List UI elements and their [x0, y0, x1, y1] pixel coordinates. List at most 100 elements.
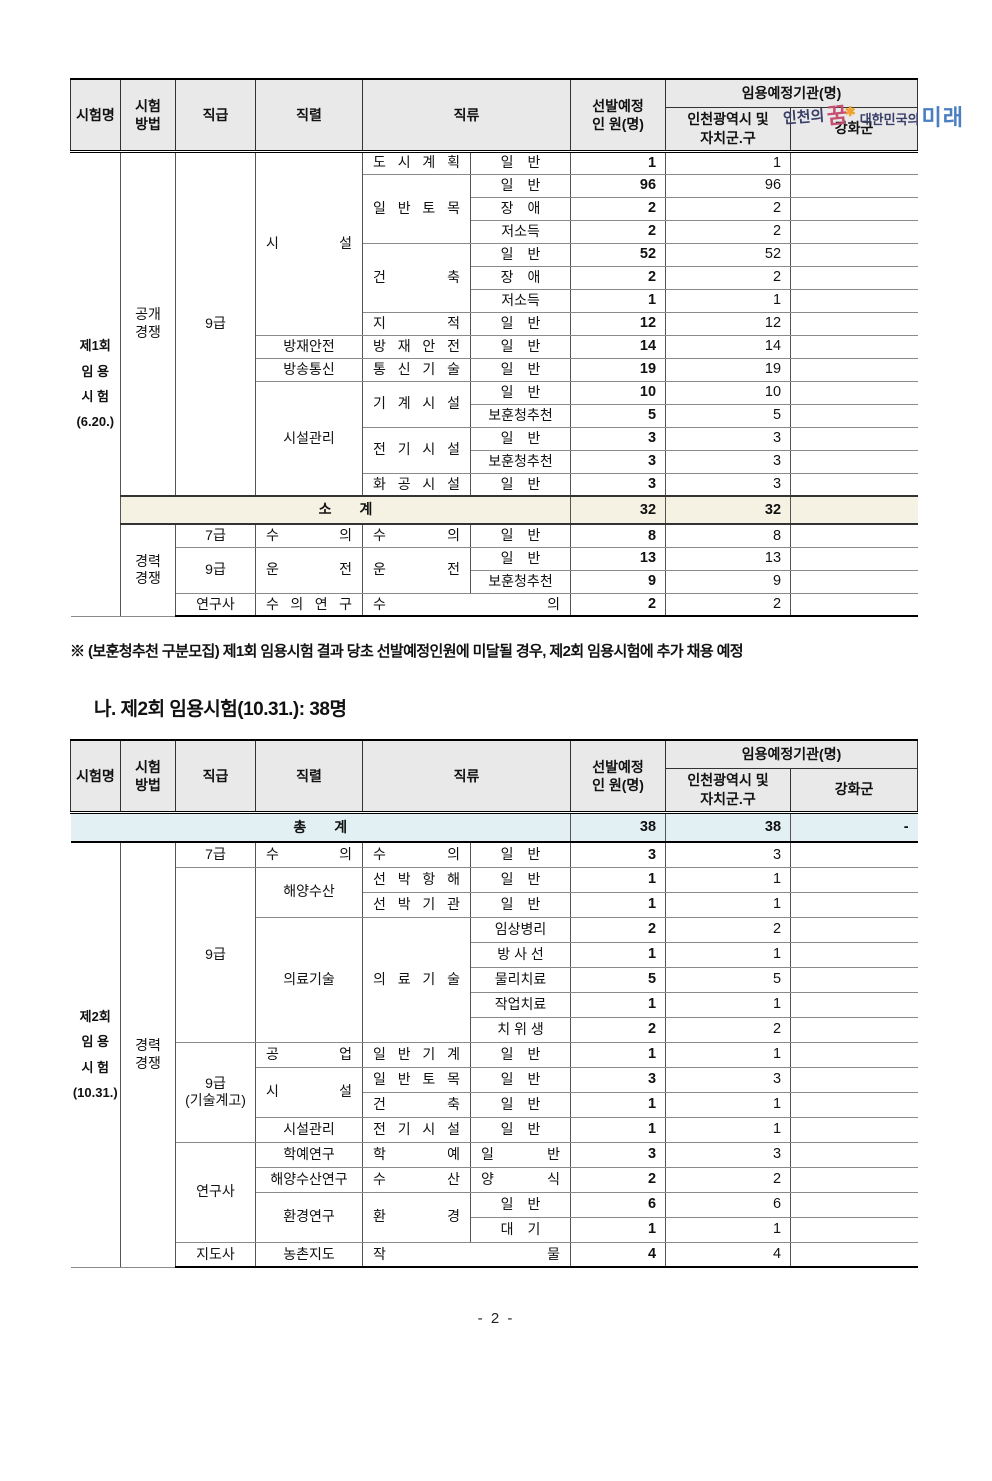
agency-count-cell: 19 — [665, 357, 792, 382]
label-cell: 시설관리 — [255, 380, 363, 497]
planned-count-cell: 5 — [570, 966, 667, 993]
agency-count-cell: 1 — [665, 1041, 792, 1068]
agency-count-cell — [790, 1216, 918, 1243]
header-incheon: 인천광역시 및 자치군.구 — [665, 767, 792, 814]
recruitment-note: ※ (보훈청추천 구분모집) 제1회 임용시험 결과 당초 선발예정인원에 미달… — [70, 643, 744, 660]
header-ganghwa: 강화군 — [790, 106, 919, 153]
planned-count-cell: 2 — [570, 219, 667, 244]
logo-text-future: 미래 — [921, 105, 964, 130]
agency-count-cell — [790, 866, 918, 893]
logo-text-korea: 대한민국의 — [859, 112, 920, 127]
agency-count-cell — [790, 916, 918, 943]
agency-count-cell — [790, 472, 918, 497]
label-cell: 일 반 — [469, 1041, 572, 1068]
agency-count-cell — [790, 841, 918, 868]
label-cell: 7급 — [175, 523, 256, 548]
planned-count-cell: 96 — [570, 173, 667, 198]
planned-count-cell: 14 — [570, 334, 667, 359]
agency-count-cell — [790, 1191, 918, 1218]
agency-count-cell: 1 — [665, 288, 792, 313]
agency-count-cell — [790, 288, 918, 313]
agency-count-cell — [790, 357, 918, 382]
agency-count-cell: 96 — [665, 173, 792, 198]
exam-name-cell: 제1회 임 용 시 험 (6.20.) — [70, 150, 121, 617]
agency-count-cell — [790, 546, 918, 571]
label-cell: 수 의 — [255, 841, 363, 868]
label-cell: 보훈청추천 — [469, 449, 572, 474]
planned-count-cell: 1 — [570, 1091, 667, 1118]
agency-count-cell: 1 — [665, 941, 792, 968]
agency-count-cell — [790, 1041, 918, 1068]
label-cell: 지도사 — [175, 1241, 256, 1268]
label-cell: 의료기술 — [255, 916, 363, 1043]
label-cell: 시 설 — [255, 1066, 363, 1118]
agency-count-cell — [790, 449, 918, 474]
table-row: 작업치료 1 1 — [71, 991, 918, 1018]
planned-count-cell: 3 — [570, 1141, 667, 1168]
agency-count-cell — [790, 1141, 918, 1168]
star-icon: ✱ — [844, 103, 856, 119]
label-cell: 일 반 — [469, 426, 572, 451]
label-cell: 통 신 기 술 — [362, 357, 471, 382]
label-cell: 장 애 — [469, 196, 572, 221]
agency-count-cell — [790, 592, 918, 617]
agency-count-cell — [790, 196, 918, 221]
agency-count-cell — [790, 1116, 918, 1143]
label-cell: 전 기 시 설 — [362, 426, 471, 474]
agency-count-cell: 5 — [665, 966, 792, 993]
agency-count-cell: 3 — [665, 472, 792, 497]
label-cell: 저소득 — [469, 288, 572, 313]
exam2-table: 시험명 시험 방법 직급 직렬 직류 선발예정 인 원(명) 임용예정기관(명)… — [70, 739, 919, 1268]
label-cell: 일 반 — [469, 173, 572, 198]
label-cell: 7급 — [175, 841, 256, 868]
agency-count-cell: 8 — [665, 523, 792, 548]
label-cell: 일 반 — [469, 242, 572, 267]
agency-count-cell — [790, 1166, 918, 1193]
header-agency-group: 임용예정기관(명) — [665, 739, 919, 769]
agency-count-cell — [790, 265, 918, 290]
incheon-slogan-logo: 인천의꿈✱대한민국의미래 — [783, 102, 964, 130]
table-row: 보훈청추천 9 9 — [71, 569, 918, 594]
label-cell: 선 박 기 관 — [362, 891, 471, 918]
label-cell: 연구사 — [175, 1141, 256, 1243]
label-cell: 보훈청추천 — [469, 403, 572, 428]
planned-count-cell: 32 — [665, 495, 792, 525]
header-exam-name: 시험명 — [70, 739, 121, 814]
agency-count-cell: 12 — [665, 311, 792, 336]
label-cell: 경력 경쟁 — [120, 841, 176, 1268]
label-cell: 일 반 — [469, 334, 572, 359]
header-class: 직류 — [361, 739, 572, 814]
agency-count-cell — [790, 403, 918, 428]
label-cell: 해양수산 — [255, 866, 363, 918]
label-cell: 저소득 — [469, 219, 572, 244]
table-row: 물리치료 5 5 — [71, 966, 918, 993]
agency-count-cell: 1 — [665, 1216, 792, 1243]
planned-count-cell: 38 — [570, 811, 667, 843]
label-cell: 일 반 — [469, 891, 572, 918]
planned-count-cell: 19 — [570, 357, 667, 382]
agency-count-cell — [790, 380, 918, 405]
label-cell: 일 반 — [469, 546, 572, 571]
agency-count-cell — [790, 891, 918, 918]
label-cell: 해양수산연구 — [255, 1166, 363, 1193]
label-cell: 일 반 — [469, 1066, 572, 1093]
label-cell: 일 반 — [469, 357, 572, 382]
label-cell: 수 산 — [362, 1166, 471, 1193]
label-cell: 작 물 — [361, 1241, 572, 1268]
agency-count-cell — [790, 219, 918, 244]
header-series: 직렬 — [255, 739, 363, 814]
label-cell: 일 반 — [469, 523, 572, 548]
label-cell: 일 반 — [469, 1091, 572, 1118]
label-cell: 일 반 — [469, 841, 572, 868]
label-cell: 수 의 — [255, 523, 363, 548]
label-cell: 운 전 — [362, 546, 471, 594]
agency-count-cell — [790, 426, 918, 451]
planned-count-cell: 52 — [570, 242, 667, 267]
